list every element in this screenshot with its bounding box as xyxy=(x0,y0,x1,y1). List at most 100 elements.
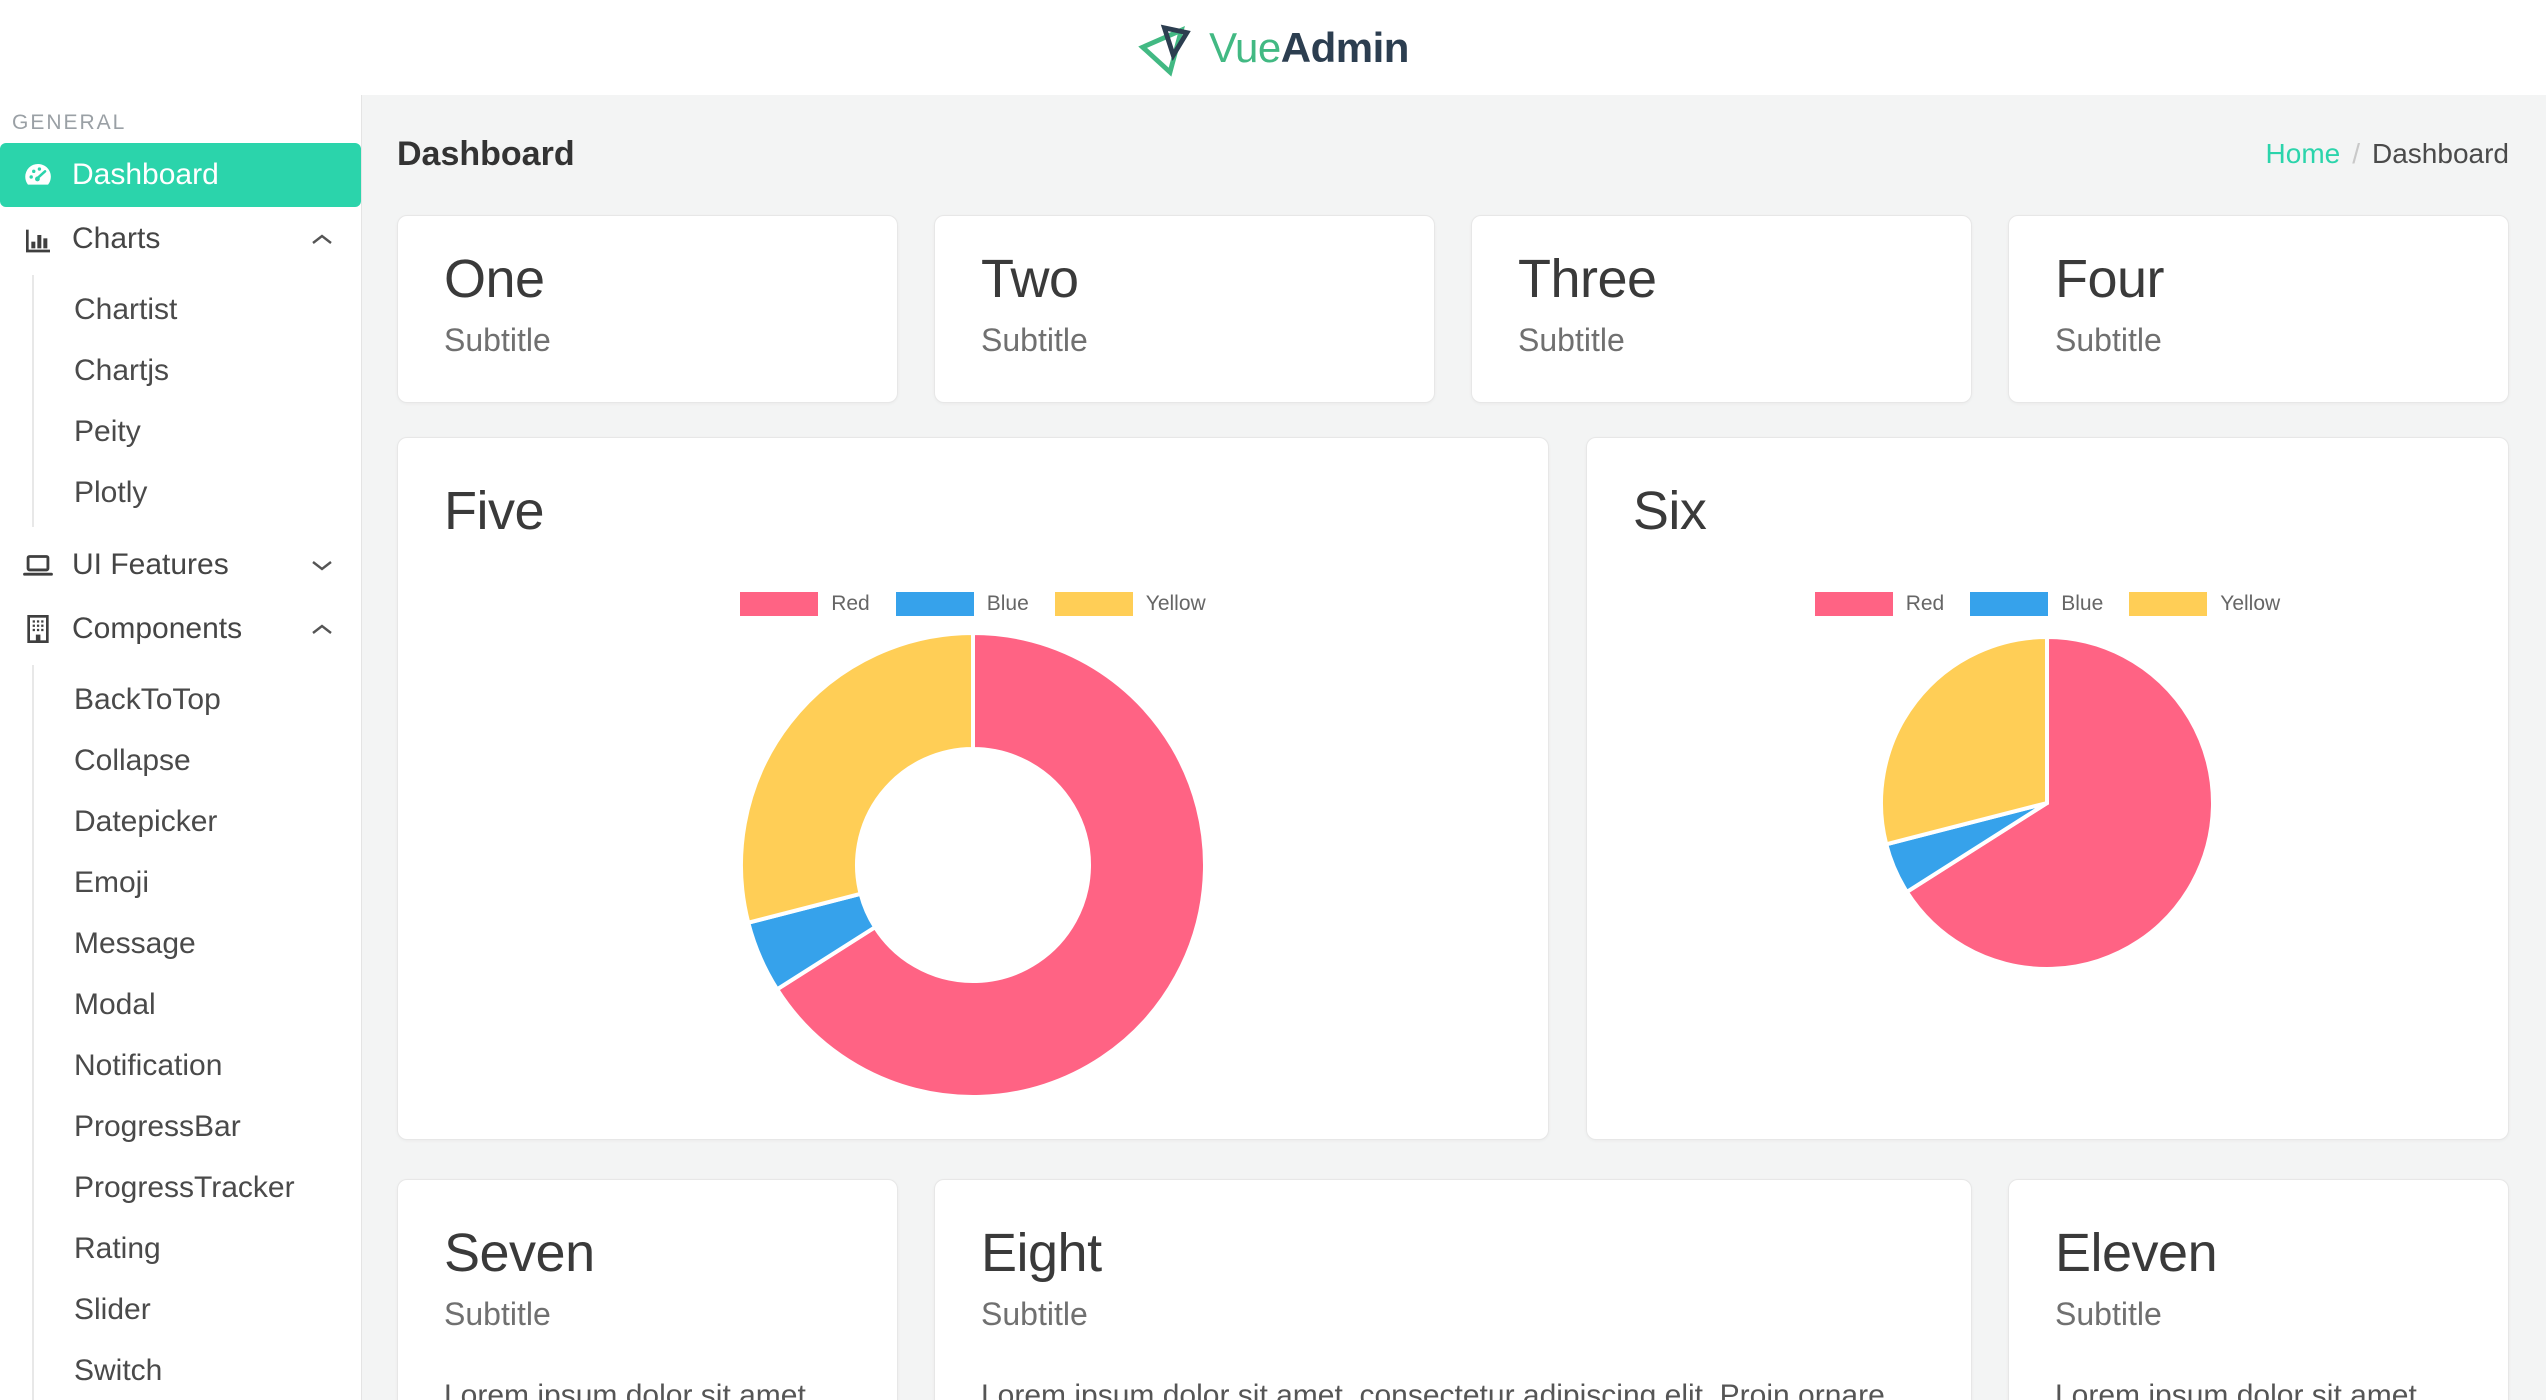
legend-item[interactable]: Blue xyxy=(1970,592,2104,617)
sidebar-item-chartist[interactable]: Chartist xyxy=(74,292,178,326)
card-title: Seven xyxy=(444,1223,595,1283)
breadcrumb: Home / Dashboard xyxy=(2266,138,2509,170)
sidebar-item-notification[interactable]: Notification xyxy=(74,1048,223,1082)
brand-prefix: Vue xyxy=(1209,23,1281,71)
card-subtitle: Subtitle xyxy=(2055,322,2162,359)
sidebar-item-slider[interactable]: Slider xyxy=(74,1292,151,1326)
main-content: Dashboard Home / Dashboard One Subtitle … xyxy=(362,95,2546,1400)
sidebar-item-message[interactable]: Message xyxy=(74,926,196,960)
pie-chart: Red Blue Yellow xyxy=(1633,592,2462,972)
chart-slice-yellow[interactable] xyxy=(1879,635,2050,848)
components-sub-list: BackToTop Collapse Datepicker Emoji Mess… xyxy=(32,665,361,1400)
sidebar-item-label: Components xyxy=(72,612,243,645)
card-subtitle: Subtitle xyxy=(444,1296,551,1333)
sidebar-item-collapse[interactable]: Collapse xyxy=(74,743,191,777)
card-body-text: Lorem ipsum dolor sit amet, xyxy=(444,1379,815,1400)
card-three: Three Subtitle xyxy=(1471,215,1972,403)
sidebar-item-datepicker[interactable]: Datepicker xyxy=(74,804,218,838)
page-title: Dashboard xyxy=(397,134,575,173)
building-icon xyxy=(20,611,56,647)
card-one: One Subtitle xyxy=(397,215,898,403)
card-title: Six xyxy=(1632,481,1707,541)
breadcrumb-home-link[interactable]: Home xyxy=(2265,138,2341,169)
sidebar-item-switch[interactable]: Switch xyxy=(74,1353,163,1387)
card-five: Five Red Blue Yellow xyxy=(397,437,1549,1140)
charts-sub-list: Chartist Chartjs Peity Plotly xyxy=(32,275,361,527)
card-body-text: Lorem ipsum dolor sit amet, consectetur … xyxy=(981,1379,1885,1400)
card-subtitle: Subtitle xyxy=(981,1296,1088,1333)
doughnut-chart: Red Blue Yellow xyxy=(444,592,1502,1100)
legend-item[interactable]: Blue xyxy=(895,592,1029,617)
breadcrumb-current: Dashboard xyxy=(2372,138,2509,169)
brand-text: VueAdmin xyxy=(1209,24,1409,72)
chart-slice-red[interactable] xyxy=(774,631,1207,1100)
sidebar-section-label: GENERAL xyxy=(12,111,127,134)
sidebar-item-dashboard[interactable]: Dashboard xyxy=(0,143,361,207)
legend-label: Red xyxy=(831,592,870,616)
legend-item[interactable]: Red xyxy=(1814,592,1945,617)
legend-item[interactable]: Red xyxy=(740,592,870,617)
pie-chart-canvas[interactable] xyxy=(1878,634,2216,972)
sidebar-item-label: Charts xyxy=(72,222,161,255)
legend-label: Yellow xyxy=(2220,592,2281,616)
chart-slice-red[interactable] xyxy=(1904,635,2216,972)
sidebar-item-emoji[interactable]: Emoji xyxy=(74,865,150,899)
chart-legend: Red Blue Yellow xyxy=(740,592,1206,617)
legend-swatch xyxy=(895,592,974,617)
card-title: Five xyxy=(444,481,545,541)
sidebar-item-rating[interactable]: Rating xyxy=(74,1231,161,1265)
card-eleven: Eleven Subtitle Lorem ipsum dolor sit am… xyxy=(2008,1179,2509,1400)
chart-legend: Red Blue Yellow xyxy=(1814,592,2281,617)
sidebar-item-components[interactable]: Components xyxy=(0,597,361,661)
sidebar-item-ui-features[interactable]: UI Features xyxy=(0,533,361,597)
legend-label: Blue xyxy=(2061,592,2104,616)
sidebar-item-progressbar[interactable]: ProgressBar xyxy=(74,1109,241,1143)
legend-item[interactable]: Yellow xyxy=(2129,592,2281,617)
legend-swatch xyxy=(1970,592,2049,617)
app-header: VueAdmin xyxy=(0,0,2546,95)
card-subtitle: Subtitle xyxy=(2055,1296,2162,1333)
legend-swatch xyxy=(1054,592,1133,617)
gauge-icon xyxy=(20,157,56,193)
legend-label: Red xyxy=(1905,592,1945,616)
card-title: Three xyxy=(1518,249,1657,309)
card-eight: Eight Subtitle Lorem ipsum dolor sit ame… xyxy=(934,1179,1972,1400)
card-subtitle: Subtitle xyxy=(1518,322,1625,359)
card-four: Four Subtitle xyxy=(2008,215,2509,403)
legend-item[interactable]: Yellow xyxy=(1054,592,1206,617)
sidebar-item-label: Dashboard xyxy=(72,158,219,191)
card-seven: Seven Subtitle Lorem ipsum dolor sit ame… xyxy=(397,1179,898,1400)
breadcrumb-separator: / xyxy=(2352,138,2361,169)
sidebar-item-label: UI Features xyxy=(72,548,229,581)
sidebar: GENERAL Dashboard xyxy=(0,95,362,1400)
card-two: Two Subtitle xyxy=(934,215,1435,403)
chevron-down-icon[interactable] xyxy=(309,557,335,573)
laptop-icon xyxy=(20,547,56,583)
card-title: Four xyxy=(2055,249,2165,309)
card-title: Eight xyxy=(981,1223,1102,1283)
chart-slice-yellow[interactable] xyxy=(738,631,975,926)
card-body-text: Lorem ipsum dolor sit amet xyxy=(2055,1379,2417,1400)
chevron-up-icon[interactable] xyxy=(309,231,335,247)
brand-suffix: Admin xyxy=(1280,23,1410,71)
sidebar-item-chartjs[interactable]: Chartjs xyxy=(74,353,170,387)
legend-label: Blue xyxy=(986,592,1029,616)
legend-swatch xyxy=(2129,592,2208,617)
brand-logo[interactable]: VueAdmin xyxy=(1137,19,1409,77)
legend-swatch xyxy=(1814,592,1893,617)
chevron-up-icon[interactable] xyxy=(309,621,335,637)
sidebar-item-plotly[interactable]: Plotly xyxy=(74,475,148,509)
sidebar-item-charts[interactable]: Charts xyxy=(0,207,361,271)
sidebar-item-progresstracker[interactable]: ProgressTracker xyxy=(74,1170,295,1204)
sidebar-item-peity[interactable]: Peity xyxy=(74,414,141,448)
card-title: Two xyxy=(981,249,1079,309)
bar-chart-icon xyxy=(20,221,56,257)
card-title: One xyxy=(444,249,545,309)
card-subtitle: Subtitle xyxy=(981,322,1088,359)
vue-triangle-icon xyxy=(1137,19,1195,77)
doughnut-chart-canvas[interactable] xyxy=(738,630,1208,1100)
sidebar-item-modal[interactable]: Modal xyxy=(74,987,156,1021)
legend-label: Yellow xyxy=(1145,592,1206,616)
card-six: Six Red Blue Yellow xyxy=(1585,437,2509,1140)
sidebar-item-backtotop[interactable]: BackToTop xyxy=(74,682,221,716)
